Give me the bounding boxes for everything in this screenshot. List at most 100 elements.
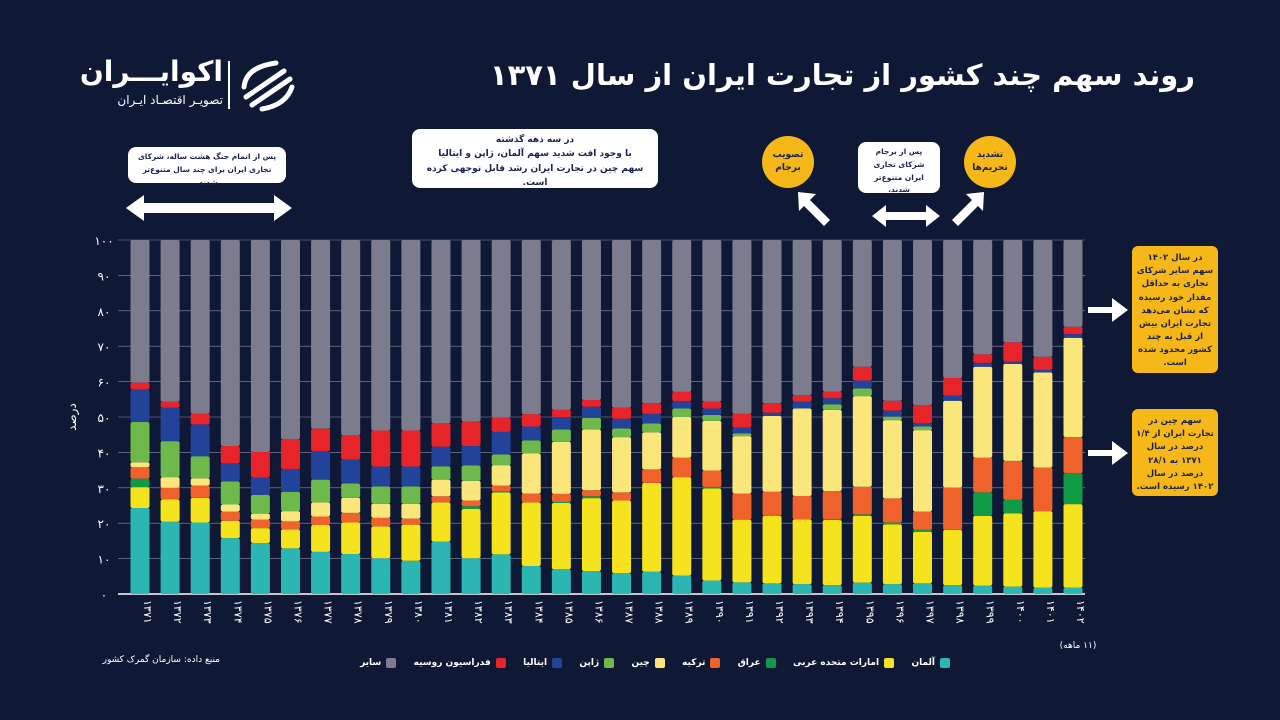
bar-segment bbox=[190, 478, 210, 486]
bar-segment bbox=[521, 453, 541, 494]
bar-segment bbox=[220, 240, 240, 447]
bar-segment bbox=[732, 493, 752, 520]
bar-segment bbox=[612, 407, 632, 419]
bar-segment bbox=[943, 529, 963, 586]
bar-segment bbox=[732, 582, 752, 594]
bar-segment bbox=[642, 432, 662, 470]
bar-segment bbox=[220, 504, 240, 512]
source-note: منبع داده: سازمان گمرک کشور bbox=[102, 655, 220, 665]
note-others-1402: در سال ۱۴۰۲ سهم سایر شرکای تجاری به حداق… bbox=[1132, 246, 1218, 373]
bar-segment bbox=[130, 421, 150, 463]
bar-segment bbox=[852, 582, 872, 594]
bar-segment bbox=[642, 423, 662, 433]
bar-۱۳۹۵ bbox=[852, 240, 872, 594]
bar-segment bbox=[581, 240, 601, 401]
bar-۱۳۷۸ bbox=[341, 240, 361, 594]
bar-segment bbox=[732, 413, 752, 428]
bar-segment bbox=[311, 502, 331, 517]
bar-segment bbox=[973, 457, 993, 493]
bar-segment bbox=[852, 486, 872, 515]
bar-segment bbox=[220, 538, 240, 594]
bar-segment bbox=[491, 554, 511, 594]
bar-segment bbox=[612, 240, 632, 408]
bar-segment bbox=[581, 400, 601, 407]
bar-segment bbox=[612, 428, 632, 438]
x-tick-label: ۱۳۹۰ bbox=[713, 600, 726, 624]
bar-۱۳۹۷ bbox=[913, 240, 933, 594]
y-tick-label: ۱۰۰ bbox=[94, 234, 113, 248]
bar-segment bbox=[431, 466, 451, 480]
legend-item: عراق bbox=[738, 654, 776, 672]
bar-segment bbox=[612, 418, 632, 429]
legend-swatch bbox=[386, 658, 397, 668]
bar-segment bbox=[612, 437, 632, 493]
bar-segment bbox=[371, 526, 391, 559]
bar-segment bbox=[732, 427, 752, 434]
badge-jcpoa-approval: تصویب برجام bbox=[762, 136, 814, 188]
arrow-right-icon bbox=[1088, 298, 1128, 322]
bar-segment bbox=[461, 240, 481, 422]
bar-segment bbox=[521, 440, 541, 454]
bar-segment bbox=[190, 456, 210, 479]
legend-swatch bbox=[654, 658, 665, 668]
x-tick-label: ۱۳۹۳ bbox=[803, 600, 816, 624]
y-tick-label: ۵۰ bbox=[98, 411, 111, 425]
bar-segment bbox=[792, 401, 812, 409]
bar-segment bbox=[491, 485, 511, 492]
bar-segment bbox=[220, 520, 240, 539]
bar-۱۳۹۸ bbox=[943, 240, 963, 594]
bar-segment bbox=[521, 566, 541, 594]
bar-segment bbox=[491, 491, 511, 493]
y-tick-label: ۴۰ bbox=[98, 446, 111, 460]
bar-segment bbox=[913, 430, 933, 512]
last-bar-note: (۱۱ ماهه) bbox=[1060, 641, 1097, 651]
bar-۱۴۰۲ bbox=[1063, 240, 1083, 594]
bar-segment bbox=[822, 240, 842, 392]
bar-۱۳۸۵ bbox=[551, 240, 571, 594]
bar-segment bbox=[280, 469, 300, 492]
x-tick-label: ۱۳۸۴ bbox=[532, 600, 545, 624]
bar-segment bbox=[461, 558, 481, 594]
bar-segment bbox=[1063, 337, 1083, 438]
bar-segment bbox=[1033, 372, 1053, 468]
bar-segment bbox=[371, 503, 391, 518]
legend-item: ژاپن bbox=[579, 654, 615, 672]
bar-segment bbox=[642, 469, 662, 483]
bar-segment bbox=[491, 492, 511, 555]
bar-segment bbox=[1063, 504, 1083, 588]
bar-segment bbox=[401, 430, 421, 467]
bar-segment bbox=[792, 584, 812, 594]
bar-segment bbox=[702, 580, 722, 594]
y-tick-label: ۷۰ bbox=[98, 340, 111, 354]
bar-۱۳۸۹ bbox=[672, 240, 692, 594]
bar-segment bbox=[311, 479, 331, 503]
legend-label: ترکیه bbox=[682, 658, 706, 668]
bar-segment bbox=[551, 501, 571, 504]
x-tick-label: ۱۳۷۹ bbox=[382, 600, 395, 624]
bar-segment bbox=[732, 433, 752, 437]
bar-segment bbox=[250, 477, 270, 495]
bar-segment bbox=[341, 459, 361, 484]
logo-divider bbox=[228, 61, 230, 109]
logo-name: اکوایـــران bbox=[79, 55, 223, 88]
bar-segment bbox=[822, 520, 842, 586]
bar-segment bbox=[461, 446, 481, 466]
bar-۱۳۷۶ bbox=[280, 240, 300, 594]
bar-segment bbox=[1003, 342, 1023, 362]
bar-segment bbox=[160, 441, 180, 478]
bar-segment bbox=[401, 466, 421, 487]
bar-segment bbox=[431, 541, 451, 594]
bar-segment bbox=[220, 463, 240, 482]
bar-segment bbox=[551, 441, 571, 494]
legend-label: ایتالیا bbox=[523, 658, 548, 668]
bar-segment bbox=[401, 560, 421, 594]
x-tick-label: ۱۳۹۷ bbox=[924, 600, 937, 624]
x-tick-label: ۱۳۷۱ bbox=[141, 600, 154, 624]
legend-item: فدراسیون روسیه bbox=[414, 654, 506, 672]
bar-segment bbox=[130, 389, 150, 422]
bar-segment bbox=[822, 404, 842, 410]
y-tick-label: ۱۰ bbox=[98, 553, 111, 567]
bar-segment bbox=[732, 240, 752, 414]
bar-۱۳۸۳ bbox=[491, 240, 511, 594]
